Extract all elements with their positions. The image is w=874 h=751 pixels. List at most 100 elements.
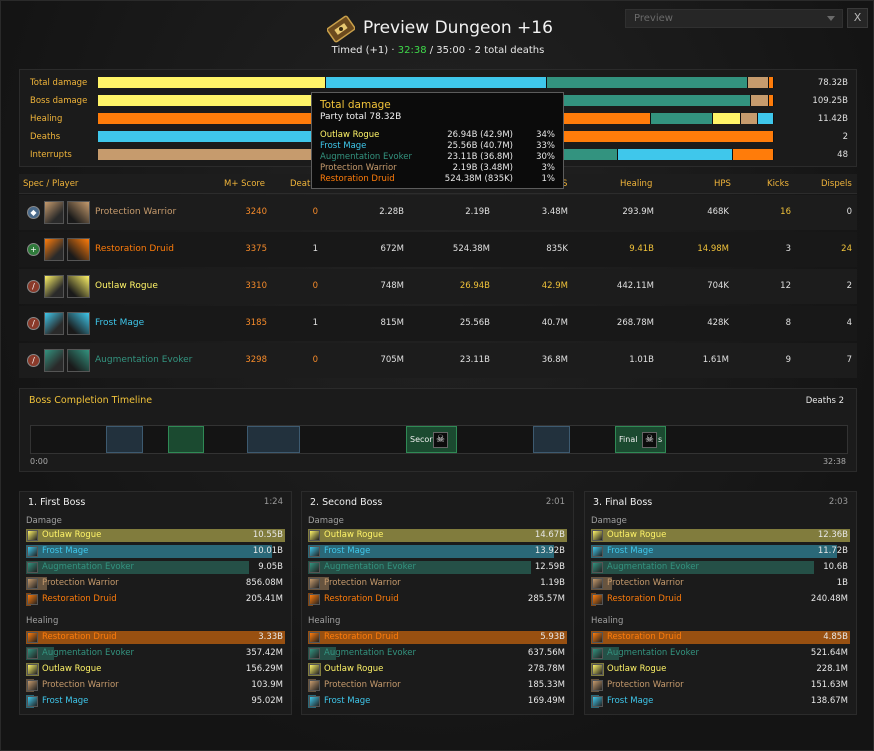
player-name[interactable]: Frost Mage xyxy=(95,318,145,328)
boss-healing-row[interactable]: Protection Warrior 103.9M xyxy=(26,679,285,692)
hps-cell: 704K xyxy=(707,281,729,291)
timeline-segment[interactable] xyxy=(106,426,143,453)
score-cell: 3310 xyxy=(245,281,267,291)
player-name[interactable]: Augmentation Evoker xyxy=(95,355,193,365)
bar-segment-evoker xyxy=(651,113,713,124)
boss-damage-row[interactable]: Protection Warrior 1B xyxy=(591,577,850,590)
bar-fill xyxy=(308,631,567,644)
evoker-icon xyxy=(592,648,603,659)
player-name: Augmentation Evoker xyxy=(42,648,134,658)
boss-damage-row[interactable]: Restoration Druid 205.41M xyxy=(26,593,285,606)
player-value: 3.33B xyxy=(258,632,283,642)
boss-damage-row[interactable]: Augmentation Evoker 12.59B xyxy=(308,561,567,574)
tooltip-row: Outlaw Rogue 26.94B (42.9M) 34% xyxy=(320,130,555,141)
boss-damage-row[interactable]: Augmentation Evoker 10.6B xyxy=(591,561,850,574)
table-row[interactable]: / Augmentation Evoker 3298 0 705M 23.11B 36.8M… xyxy=(19,343,857,378)
dps-cell: 40.7M xyxy=(541,318,568,328)
bar-fill xyxy=(26,561,249,574)
player-name[interactable]: Restoration Druid xyxy=(95,244,174,254)
tooltip-row: Protection Warrior 2.19B (3.48M) 3% xyxy=(320,163,555,174)
tooltip-rows: Outlaw Rogue 26.94B (42.9M) 34% Frost Mage 2… xyxy=(320,130,555,185)
summary-value: 78.32B xyxy=(817,78,848,88)
col-deaths[interactable]: Deaths xyxy=(290,179,321,189)
protection-shield-icon xyxy=(67,201,90,224)
summary-label: Healing xyxy=(30,114,63,124)
table-row[interactable]: ◆ Protection Warrior 3240 0 2.28B 2.19B 3.48M 2… xyxy=(19,195,857,230)
boss-damage-row[interactable]: Outlaw Rogue 14.67B xyxy=(308,529,567,542)
boss-healing-row[interactable]: Augmentation Evoker 357.42M xyxy=(26,647,285,660)
timeline-segment[interactable] xyxy=(247,426,300,453)
table-row[interactable]: / Frost Mage 3185 1 815M 25.56B 40.7M 268.78M 42… xyxy=(19,306,857,341)
boss-healing-row[interactable]: Frost Mage 95.02M xyxy=(26,695,285,708)
boss-damage-row[interactable]: Outlaw Rogue 10.55B xyxy=(26,529,285,542)
boss-time: 1:24 xyxy=(263,497,283,507)
boss-healing-row[interactable]: Restoration Druid 5.93B xyxy=(308,631,567,644)
boss-healing-row[interactable]: Protection Warrior 185.33M xyxy=(308,679,567,692)
rogue-icon xyxy=(309,664,320,675)
timeline-segment[interactable]: Secor ☠ xyxy=(406,426,457,453)
timeline-segment[interactable]: Final ☠ s xyxy=(615,426,666,453)
summary-label: Total damage xyxy=(30,78,88,88)
evoker-icon xyxy=(27,562,38,573)
boss-healing-row[interactable]: Restoration Druid 3.33B xyxy=(26,631,285,644)
boss-damage-row[interactable]: Restoration Druid 285.57M xyxy=(308,593,567,606)
player-name[interactable]: Protection Warrior xyxy=(95,207,177,217)
deaths-cell: 1 xyxy=(312,244,318,254)
boss-title: 1. First Boss xyxy=(28,497,86,508)
boss-healing-row[interactable]: Protection Warrior 151.63M xyxy=(591,679,850,692)
col-healing[interactable]: Healing xyxy=(620,179,653,189)
col-score[interactable]: M+ Score xyxy=(224,179,265,189)
player-name: Restoration Druid xyxy=(42,632,117,642)
boss-healing-row[interactable]: Outlaw Rogue 156.29M xyxy=(26,663,285,676)
timeline-segment[interactable] xyxy=(168,426,204,453)
player-name: Restoration Druid xyxy=(607,594,682,604)
player-name[interactable]: Outlaw Rogue xyxy=(95,281,158,291)
timeline-segment-suffix: s xyxy=(658,435,663,444)
player-name: Frost Mage xyxy=(324,546,371,556)
frost-mage-icon xyxy=(27,546,38,557)
boss-healing-row[interactable]: Augmentation Evoker 637.56M xyxy=(308,647,567,660)
col-dispels[interactable]: Dispels xyxy=(821,179,852,189)
boss-healing-row[interactable]: Restoration Druid 4.85B xyxy=(591,631,850,644)
boss-damage-row[interactable]: Outlaw Rogue 12.36B xyxy=(591,529,850,542)
kicks-cell: 9 xyxy=(785,355,791,365)
summary-bar[interactable] xyxy=(98,77,774,88)
run-summary: Timed (+1) · 32:38 / 35:00 · 2 total dea… xyxy=(1,45,874,56)
deaths-cell: 0 xyxy=(312,355,318,365)
col-kicks[interactable]: Kicks xyxy=(767,179,789,189)
boss-healing-row[interactable]: Frost Mage 169.49M xyxy=(308,695,567,708)
player-value: 9.05B xyxy=(258,562,283,572)
player-name: Frost Mage xyxy=(42,696,89,706)
boss-damage-row[interactable]: Frost Mage 13.92B xyxy=(308,545,567,558)
col-spec[interactable]: Spec / Player xyxy=(23,179,79,189)
hps-cell: 468K xyxy=(707,207,729,217)
player-name: Augmentation Evoker xyxy=(324,648,416,658)
boss-healing-row[interactable]: Outlaw Rogue 228.1M xyxy=(591,663,850,676)
boss-healing-row[interactable]: Augmentation Evoker 521.64M xyxy=(591,647,850,660)
boss-healing-row[interactable]: Outlaw Rogue 278.78M xyxy=(308,663,567,676)
tooltip-percent: 34% xyxy=(536,130,555,140)
run-select-dropdown[interactable]: Preview xyxy=(625,9,843,28)
timeline-segment[interactable] xyxy=(533,426,570,453)
dps-role-icon: / xyxy=(27,317,40,330)
deaths-cell: 1 xyxy=(312,318,318,328)
table-row[interactable]: + Restoration Druid 3375 1 672M 524.38M 835K 9.… xyxy=(19,232,857,267)
boss-damage-row[interactable]: Protection Warrior 856.08M xyxy=(26,577,285,590)
boss-damage-row[interactable]: Augmentation Evoker 9.05B xyxy=(26,561,285,574)
bar-segment-druid xyxy=(768,95,773,106)
boss-damage-row[interactable]: Restoration Druid 240.48M xyxy=(591,593,850,606)
col-hps[interactable]: HPS xyxy=(714,179,731,189)
player-name: Outlaw Rogue xyxy=(607,530,667,540)
boss-damage-row[interactable]: Protection Warrior 1.19B xyxy=(308,577,567,590)
boss-damage-row[interactable]: Frost Mage 11.72B xyxy=(591,545,850,558)
tooltip-value: 25.56B (40.7M) xyxy=(447,141,513,151)
boss-healing-row[interactable]: Frost Mage 138.67M xyxy=(591,695,850,708)
col-dps[interactable]: S xyxy=(562,179,568,189)
boss-damage-row[interactable]: Frost Mage 10.01B xyxy=(26,545,285,558)
sword-icon xyxy=(44,275,64,298)
player-value: 521.64M xyxy=(810,648,848,658)
table-row[interactable]: / Outlaw Rogue 3310 0 748M 26.94B 42.9M 442.11M… xyxy=(19,269,857,304)
score-cell: 3298 xyxy=(245,355,267,365)
summary-row[interactable]: Total damage 78.32B xyxy=(20,75,858,93)
close-button[interactable]: X xyxy=(847,8,868,28)
